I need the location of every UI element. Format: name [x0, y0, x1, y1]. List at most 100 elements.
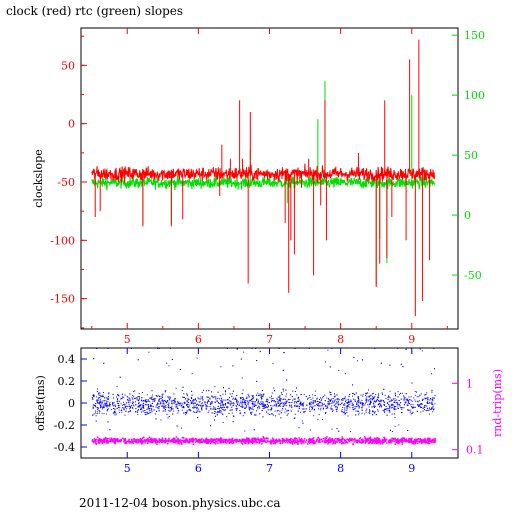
offset-point [220, 401, 222, 403]
rnd-trip-point [270, 439, 273, 442]
offset-point [411, 348, 413, 349]
rnd-trip-point [380, 440, 383, 442]
offset-point [394, 392, 396, 394]
offset-point [337, 401, 339, 403]
offset-point [395, 408, 397, 410]
offset-point [324, 403, 325, 405]
offset-point [186, 393, 188, 395]
rnd-trip-point [117, 439, 119, 442]
offset-point [269, 397, 271, 399]
offset-point [253, 429, 255, 431]
rnd-trip-point [401, 441, 403, 444]
rnd-trip-point [294, 437, 297, 439]
offset-point [197, 397, 199, 399]
offset-point [229, 403, 231, 405]
rnd-trip-point [300, 439, 302, 441]
offset-point [295, 401, 297, 403]
offset-point [347, 398, 349, 400]
rnd-trip-point [292, 441, 295, 443]
chart-title: clock (red) rtc (green) slopes [6, 4, 184, 18]
rnd-trip-point [370, 439, 372, 441]
offset-point [113, 402, 115, 403]
offset-point [234, 399, 236, 400]
rnd-trip-point [217, 442, 219, 444]
offset-point [144, 412, 146, 414]
rnd-trip-point [357, 439, 360, 442]
offset-point [98, 399, 100, 401]
offset-point [262, 394, 264, 396]
rnd-trip-point [397, 442, 400, 444]
rnd-trip-point [165, 438, 167, 441]
rnd-trip-point [98, 438, 100, 440]
offset-point [365, 411, 367, 413]
offset-point [100, 395, 102, 397]
offset-point [149, 397, 151, 399]
rnd-trip-point [334, 442, 336, 445]
offset-point [361, 412, 363, 414]
offset-point [272, 414, 274, 416]
rnd-trip-point [255, 439, 257, 442]
offset-point [265, 401, 267, 402]
offset-point [144, 399, 146, 401]
offset-point [267, 409, 269, 411]
offset-point [393, 398, 394, 400]
offset-point [156, 410, 157, 412]
offset-point [316, 404, 318, 406]
rnd-trip-point [256, 438, 258, 441]
offset-point [411, 406, 413, 408]
rnd-trip-point [371, 439, 374, 441]
offset-point [175, 387, 177, 389]
offset-point [121, 407, 123, 409]
offset-point [370, 398, 371, 400]
rnd-trip-point [188, 440, 191, 442]
rnd-trip-point [433, 438, 436, 441]
offset-point [240, 406, 242, 407]
footer-label: 2011-12-04 boson.physics.ubc.ca [79, 496, 281, 510]
offset-point [190, 400, 191, 402]
rnd-trip-point [216, 438, 218, 441]
offset-point [298, 406, 300, 408]
offset-point [217, 397, 219, 399]
rnd-trip-point [269, 440, 272, 443]
offset-point [331, 408, 333, 410]
offset-point [196, 404, 197, 406]
offset-point [382, 410, 384, 411]
offset-point [154, 400, 156, 402]
offset-point [352, 395, 353, 397]
rnd-trip-point [114, 442, 116, 445]
offset-point [420, 407, 422, 408]
offset-point [211, 412, 213, 414]
rnd-trip-point [288, 439, 290, 441]
rnd-trip-point [261, 438, 263, 441]
rnd-trip-point [191, 438, 194, 440]
rnd-trip-point [307, 441, 310, 444]
offset-point [143, 405, 144, 407]
offset-point [195, 412, 197, 413]
offset-point [173, 399, 175, 401]
offset-point [192, 407, 194, 409]
offset-point [159, 348, 161, 349]
offset-point [396, 403, 398, 405]
rnd-trip-point [154, 442, 157, 444]
offset-point [100, 404, 102, 406]
offset-point [329, 366, 331, 368]
rnd-trip-point [114, 438, 117, 440]
offset-point [378, 393, 380, 395]
offset-point [209, 397, 211, 399]
offset-point [311, 409, 313, 411]
offset-point [230, 401, 232, 402]
rnd-trip-point [359, 437, 362, 439]
offset-point [356, 410, 358, 412]
rnd-trip-point [165, 439, 167, 441]
offset-point [379, 406, 380, 408]
offset-point [141, 408, 143, 410]
offset-point [346, 402, 348, 404]
offset-point [342, 399, 344, 401]
offset-point [99, 402, 101, 404]
rnd-trip-point [146, 439, 148, 441]
offset-point [272, 413, 274, 415]
offset-point [426, 392, 428, 394]
offset-point [185, 414, 187, 416]
offset-point [262, 401, 264, 403]
offset-point [118, 405, 120, 407]
